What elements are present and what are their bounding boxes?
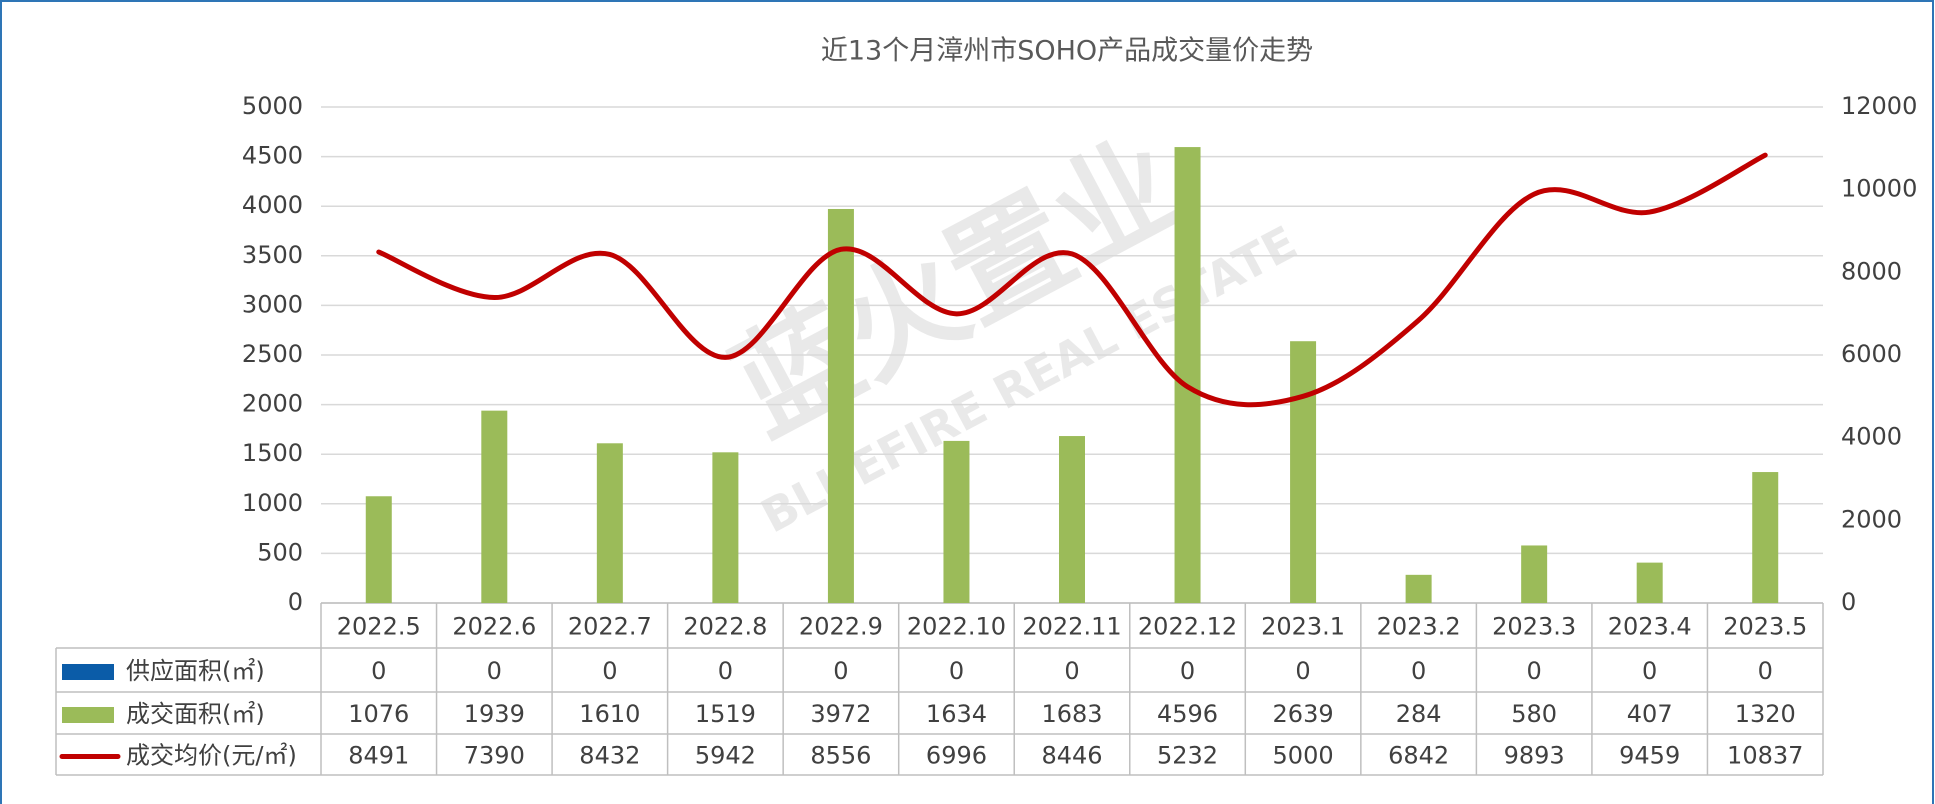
table-value: 4596 [1157, 700, 1218, 728]
x-tick-label: 2022.6 [452, 613, 536, 641]
table-value: 0 [949, 657, 964, 685]
table-value: 0 [487, 657, 502, 685]
x-tick-label: 2023.5 [1723, 613, 1807, 641]
y-tick-label: 3000 [242, 290, 303, 318]
y-tick-label: 500 [257, 538, 303, 566]
y2-tick-label: 6000 [1841, 340, 1902, 368]
x-tick-label: 2022.5 [337, 613, 421, 641]
table-value: 0 [1411, 657, 1426, 685]
legend-key [62, 664, 114, 680]
y2-tick-label: 4000 [1841, 423, 1902, 451]
table-value: 0 [1180, 657, 1195, 685]
table-value: 5942 [695, 742, 756, 770]
x-tick-label: 2023.1 [1261, 613, 1345, 641]
table-value: 3972 [810, 700, 871, 728]
table-value: 8446 [1041, 742, 1102, 770]
y2-tick-label: 12000 [1841, 92, 1917, 120]
x-tick-label: 2023.3 [1492, 613, 1576, 641]
table-value: 1320 [1735, 700, 1796, 728]
table-value: 7390 [464, 742, 525, 770]
y-tick-label: 2500 [242, 340, 303, 368]
bar [1406, 575, 1432, 603]
table-value: 8491 [348, 742, 409, 770]
y-tick-label: 3500 [242, 241, 303, 269]
table-value: 0 [1642, 657, 1657, 685]
x-tick-label: 2022.7 [568, 613, 652, 641]
table-value: 0 [1295, 657, 1310, 685]
y-tick-label: 4500 [242, 142, 303, 170]
x-tick-label: 2022.11 [1022, 613, 1121, 641]
table-value: 0 [718, 657, 733, 685]
x-tick-label: 2023.2 [1377, 613, 1461, 641]
table-value: 10837 [1727, 742, 1803, 770]
table-value: 1076 [348, 700, 409, 728]
y-tick-label: 2000 [242, 390, 303, 418]
y-tick-label: 0 [288, 588, 303, 616]
legend-label: 供应面积(㎡) [126, 657, 265, 685]
table-value: 0 [371, 657, 386, 685]
bar [1752, 472, 1778, 603]
y2-tick-label: 0 [1841, 588, 1856, 616]
table-value: 2639 [1273, 700, 1334, 728]
x-tick-label: 2022.9 [799, 613, 883, 641]
bar [1521, 545, 1547, 603]
y-tick-label: 1500 [242, 439, 303, 467]
y-tick-label: 5000 [242, 92, 303, 120]
chart: 蓝火置业 BLUEFIRE REAL ESTATE 近13个月漳州市SOHO产品… [0, 0, 1935, 804]
watermark: 蓝火置业 BLUEFIRE REAL ESTATE [679, 77, 1306, 544]
y2-tick-label: 10000 [1841, 175, 1917, 203]
table-value: 580 [1511, 700, 1557, 728]
table-value: 407 [1627, 700, 1673, 728]
table-value: 0 [1758, 657, 1773, 685]
table-value: 1683 [1041, 700, 1102, 728]
x-tick-label: 2022.10 [907, 613, 1006, 641]
table-value: 0 [1527, 657, 1542, 685]
table-value: 1634 [926, 700, 987, 728]
bar [597, 443, 623, 603]
legend-label: 成交面积(㎡) [126, 700, 265, 728]
bar [481, 411, 507, 603]
legend-key [62, 707, 114, 723]
bar [1290, 341, 1316, 603]
table-value: 8432 [579, 742, 640, 770]
table-value: 0 [602, 657, 617, 685]
x-tick-label: 2023.4 [1608, 613, 1692, 641]
bar [366, 496, 392, 603]
table-value: 8556 [810, 742, 871, 770]
bar [943, 441, 969, 603]
table-value: 6842 [1388, 742, 1449, 770]
y2-tick-label: 2000 [1841, 505, 1902, 533]
y2-tick-label: 8000 [1841, 257, 1902, 285]
bar [1175, 147, 1201, 603]
table-value: 1610 [579, 700, 640, 728]
table-value: 5000 [1273, 742, 1334, 770]
x-tick-label: 2022.12 [1138, 613, 1237, 641]
table-value: 6996 [926, 742, 987, 770]
table-value: 5232 [1157, 742, 1218, 770]
table-value: 9459 [1619, 742, 1680, 770]
bar [712, 452, 738, 603]
bar [1059, 436, 1085, 603]
chart-title: 近13个月漳州市SOHO产品成交量价走势 [821, 36, 1313, 67]
table-value: 1519 [695, 700, 756, 728]
table-value: 0 [1064, 657, 1079, 685]
legend-label: 成交均价(元/㎡) [126, 742, 297, 770]
y-tick-label: 4000 [242, 191, 303, 219]
table-value: 9893 [1504, 742, 1565, 770]
y-tick-label: 1000 [242, 489, 303, 517]
x-tick-label: 2022.8 [683, 613, 767, 641]
table-value: 284 [1396, 700, 1442, 728]
bar [1637, 563, 1663, 603]
table-value: 1939 [464, 700, 525, 728]
table-value: 0 [833, 657, 848, 685]
bar [828, 209, 854, 603]
